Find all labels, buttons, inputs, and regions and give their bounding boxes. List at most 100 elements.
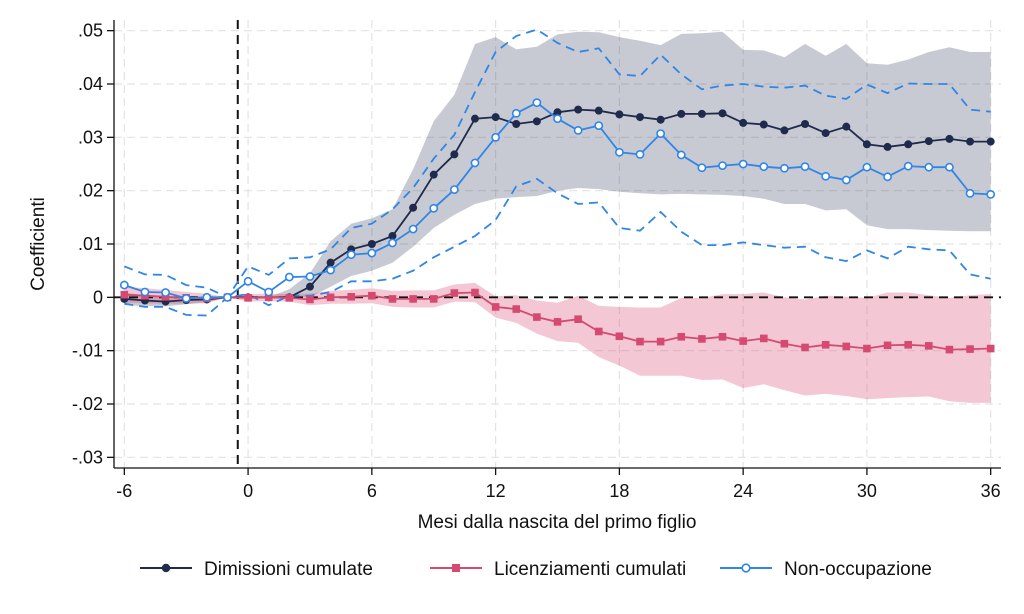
data-point — [408, 224, 418, 234]
x-tick-label: 36 — [981, 481, 1001, 501]
data-point — [821, 171, 831, 181]
data-point — [346, 250, 356, 260]
data-point — [945, 162, 954, 172]
data-point — [594, 327, 603, 336]
grid-lines — [114, 20, 1001, 468]
ci-band-licenziamenti — [124, 282, 991, 403]
x-tick-label: -6 — [116, 481, 132, 501]
x-tick-labels: -6 0 6 12 18 24 30 36 — [116, 468, 1001, 501]
data-point — [305, 282, 314, 291]
data-point — [409, 295, 417, 303]
x-tick-label: 18 — [609, 481, 629, 501]
data-point — [986, 137, 995, 146]
data-point — [966, 345, 974, 353]
legend-label: Licenziamenti cumulati — [494, 559, 686, 580]
data-point — [574, 105, 583, 114]
data-point — [409, 203, 418, 212]
x-tick-label: 24 — [733, 481, 753, 501]
y-tick-label: .01 — [78, 234, 103, 254]
data-point — [470, 158, 480, 168]
data-point — [739, 118, 748, 127]
data-point — [883, 142, 892, 151]
data-point — [532, 98, 542, 108]
data-point — [140, 287, 150, 297]
data-point — [470, 114, 479, 123]
data-point — [862, 162, 872, 172]
y-tick-label: -.03 — [72, 447, 103, 467]
data-point — [450, 289, 459, 297]
data-point — [780, 126, 789, 135]
x-tick-label: 6 — [367, 481, 377, 501]
data-point — [656, 115, 665, 124]
ci-dashed-lines — [123, 28, 991, 317]
data-point — [636, 113, 645, 122]
data-point — [636, 337, 644, 346]
data-point — [347, 293, 356, 301]
data-point — [161, 288, 170, 297]
data-point — [965, 188, 975, 198]
data-point — [326, 258, 335, 267]
data-point — [862, 140, 871, 149]
ci-line-non-occupazione-lower — [124, 177, 991, 317]
data-point — [305, 272, 315, 281]
y-tick-label: .02 — [78, 181, 103, 201]
data-point — [801, 120, 810, 128]
x-axis-title: Mesi dalla nascita del primo figlio — [418, 512, 697, 533]
data-point — [904, 341, 912, 349]
data-point — [801, 343, 809, 352]
legend-label: Non-occupazione — [784, 559, 932, 580]
data-point — [821, 341, 830, 349]
data-point — [759, 334, 768, 343]
data-point — [903, 161, 913, 171]
confidence-bands — [124, 31, 991, 403]
data-point — [471, 288, 479, 297]
y-tick-label: 0 — [93, 287, 103, 307]
data-point — [656, 337, 665, 346]
data-point — [326, 293, 335, 302]
data-point — [388, 232, 397, 240]
x-tick-label: 30 — [857, 481, 877, 501]
data-point — [368, 291, 376, 300]
data-point — [656, 129, 666, 138]
data-point — [863, 344, 871, 353]
data-point — [780, 339, 789, 348]
data-point — [285, 294, 294, 302]
legend-marker — [452, 564, 460, 572]
data-point — [573, 125, 583, 135]
data-point — [904, 140, 913, 149]
data-point — [966, 137, 975, 146]
data-point — [677, 333, 686, 341]
data-point — [511, 108, 521, 118]
data-point — [119, 280, 129, 290]
data-point — [739, 337, 747, 345]
data-point — [223, 292, 232, 302]
data-point — [718, 333, 727, 341]
ci-band-dimissioni — [124, 31, 991, 307]
data-point — [449, 185, 459, 194]
data-point — [614, 147, 624, 157]
data-point — [842, 122, 851, 131]
data-point — [842, 342, 851, 351]
data-point — [677, 109, 686, 118]
y-tick-label: -.02 — [72, 394, 103, 414]
y-tick-labels: .05 .04 .03 .02 .01 0 -.01 -.02 -.03 — [72, 21, 114, 467]
reference-lines — [114, 20, 1001, 468]
data-point — [202, 292, 212, 302]
data-point — [326, 265, 335, 275]
data-point — [512, 120, 521, 128]
data-point — [181, 293, 191, 303]
data-point — [574, 315, 582, 323]
y-axis-title: Coefficienti — [28, 197, 49, 291]
data-point — [615, 110, 624, 119]
data-point — [821, 129, 830, 138]
x-tick-label: 12 — [486, 481, 506, 501]
ci-line-non-occupazione-upper — [123, 28, 991, 299]
data-point — [676, 150, 686, 160]
data-point — [697, 109, 706, 118]
y-tick-label: .05 — [78, 21, 103, 41]
series-non-occupazione — [119, 98, 996, 303]
data-point — [512, 305, 521, 313]
data-point — [883, 172, 892, 182]
data-point — [759, 162, 769, 172]
